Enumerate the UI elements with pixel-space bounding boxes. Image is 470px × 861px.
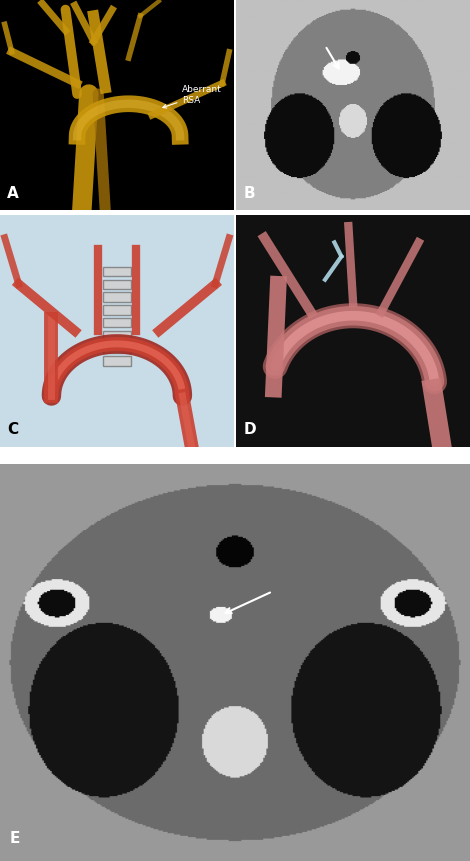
Bar [103, 268, 131, 277]
Bar [103, 331, 131, 341]
Text: E: E [9, 830, 20, 846]
Bar [103, 293, 131, 302]
Bar [103, 319, 131, 328]
Text: C: C [7, 421, 18, 436]
Bar [103, 281, 131, 289]
Text: A: A [7, 185, 19, 201]
Text: D: D [243, 421, 256, 436]
Text: Aberrant
RSA: Aberrant RSA [163, 85, 222, 109]
Bar [103, 357, 131, 367]
Text: B: B [243, 185, 255, 201]
Bar [103, 344, 131, 354]
Bar [103, 306, 131, 315]
